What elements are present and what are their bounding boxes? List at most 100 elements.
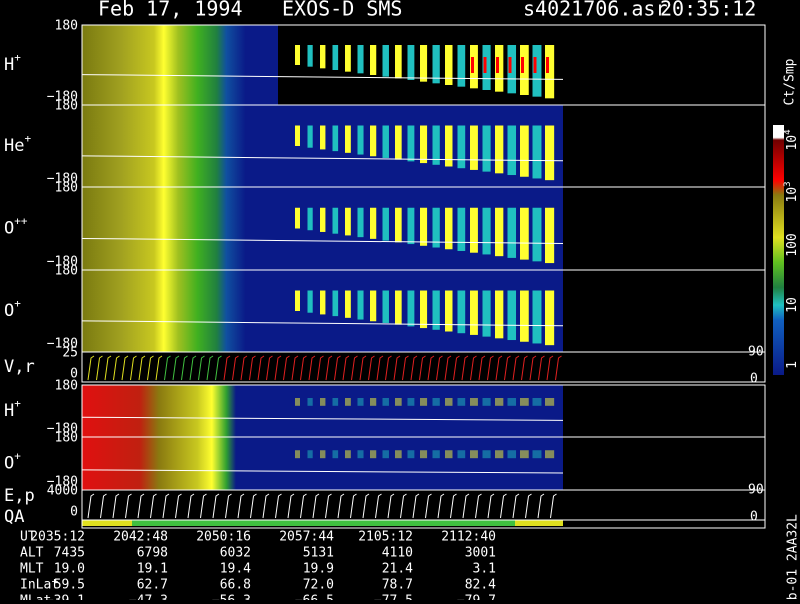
table-value: −39.1 xyxy=(46,594,85,601)
streak xyxy=(395,126,402,160)
streak xyxy=(370,450,376,458)
panel-label-sup: + xyxy=(24,132,31,145)
panel-label-text: QA xyxy=(4,507,24,527)
vector-tick xyxy=(360,356,366,380)
vector-tick xyxy=(539,356,545,380)
streak xyxy=(458,126,466,169)
streak xyxy=(483,450,491,458)
streak xyxy=(520,208,529,260)
colorbar-label: 104 xyxy=(783,129,800,150)
spectrogram xyxy=(82,437,563,490)
streak xyxy=(358,291,364,320)
streak xyxy=(320,208,325,232)
vector-tick xyxy=(363,494,369,518)
vector-tick xyxy=(388,494,394,518)
streak xyxy=(483,208,491,255)
streak xyxy=(470,291,478,335)
streak-peak xyxy=(496,57,499,73)
colorbar-label: 100 xyxy=(785,233,800,256)
streak xyxy=(308,208,313,230)
streak xyxy=(495,208,503,256)
vector-tick xyxy=(199,356,205,380)
table-value: −47.3 xyxy=(129,594,168,601)
table-value: 3001 xyxy=(465,546,496,561)
table-value: −77.5 xyxy=(374,594,413,601)
panel-label-sup: + xyxy=(14,450,21,463)
axis-top: 25 xyxy=(62,346,78,361)
streak xyxy=(408,450,415,458)
panel-label-sup: + xyxy=(14,297,21,310)
table-value: 4110 xyxy=(382,546,413,561)
vector-tick xyxy=(488,494,494,518)
axis-top: 180 xyxy=(55,264,78,279)
vector-tick xyxy=(276,494,282,518)
vector-tick xyxy=(326,494,332,518)
vector-tick xyxy=(556,356,562,380)
vector-tick xyxy=(113,494,119,518)
table-value: −79.7 xyxy=(457,594,496,601)
streak xyxy=(345,126,351,153)
vector-tick xyxy=(376,494,382,518)
streak xyxy=(383,398,389,406)
vector-tick xyxy=(114,356,120,380)
time: 20:35:12 xyxy=(660,0,756,21)
colorbar-label: 10 xyxy=(785,297,800,313)
streak xyxy=(395,208,402,243)
streak xyxy=(308,45,313,67)
streak xyxy=(458,398,466,406)
streak xyxy=(320,291,325,315)
streak xyxy=(333,126,339,152)
table-value: 21.4 xyxy=(382,562,413,577)
streak xyxy=(458,208,466,251)
streak xyxy=(345,208,351,236)
panel-label: E,p xyxy=(4,486,35,506)
vector-tick xyxy=(301,494,307,518)
vector-tick xyxy=(97,356,103,380)
panel-label: O++ xyxy=(4,215,28,239)
table-value: 2057:44 xyxy=(279,530,334,545)
streak xyxy=(483,398,491,406)
vector-tick xyxy=(313,494,319,518)
file: s4021706.asr xyxy=(523,0,668,21)
streak xyxy=(520,291,529,342)
table-value: 19.4 xyxy=(220,562,251,577)
colorbar-title: Ct/Smp xyxy=(783,58,798,105)
streak xyxy=(395,398,402,406)
colorbar xyxy=(773,125,784,375)
colorbar-label-exp: 4 xyxy=(783,129,793,134)
colorbar-label: 103 xyxy=(783,181,800,202)
vector-tick xyxy=(207,356,213,380)
streak xyxy=(433,291,440,330)
streak xyxy=(308,450,313,458)
vector-tick xyxy=(413,494,419,518)
panel-label: O+ xyxy=(4,297,21,321)
panel-label: He+ xyxy=(4,132,31,156)
streak xyxy=(470,450,478,458)
streak xyxy=(295,126,300,147)
vector-tick xyxy=(131,356,137,380)
qa-bar xyxy=(515,520,563,526)
vector-tick xyxy=(403,356,409,380)
vector-tick xyxy=(479,356,485,380)
vector-tick xyxy=(437,356,443,380)
table-value: 2042:48 xyxy=(113,530,168,545)
streak xyxy=(395,450,402,458)
vector-tick xyxy=(309,356,315,380)
vector-tick xyxy=(224,356,230,380)
streak xyxy=(308,126,313,148)
streak xyxy=(420,208,427,246)
vector-tick xyxy=(213,494,219,518)
vector-tick xyxy=(377,356,383,380)
table-value: 72.0 xyxy=(303,578,334,593)
streak xyxy=(445,450,453,458)
streak xyxy=(533,450,542,458)
streak xyxy=(333,398,339,406)
axis-top: 4000 xyxy=(47,484,78,499)
streak xyxy=(433,126,440,165)
vector-tick xyxy=(463,494,469,518)
vector-tick xyxy=(530,356,536,380)
vector-tick xyxy=(275,356,281,380)
vector-tick xyxy=(471,356,477,380)
qa-bar xyxy=(82,520,563,526)
